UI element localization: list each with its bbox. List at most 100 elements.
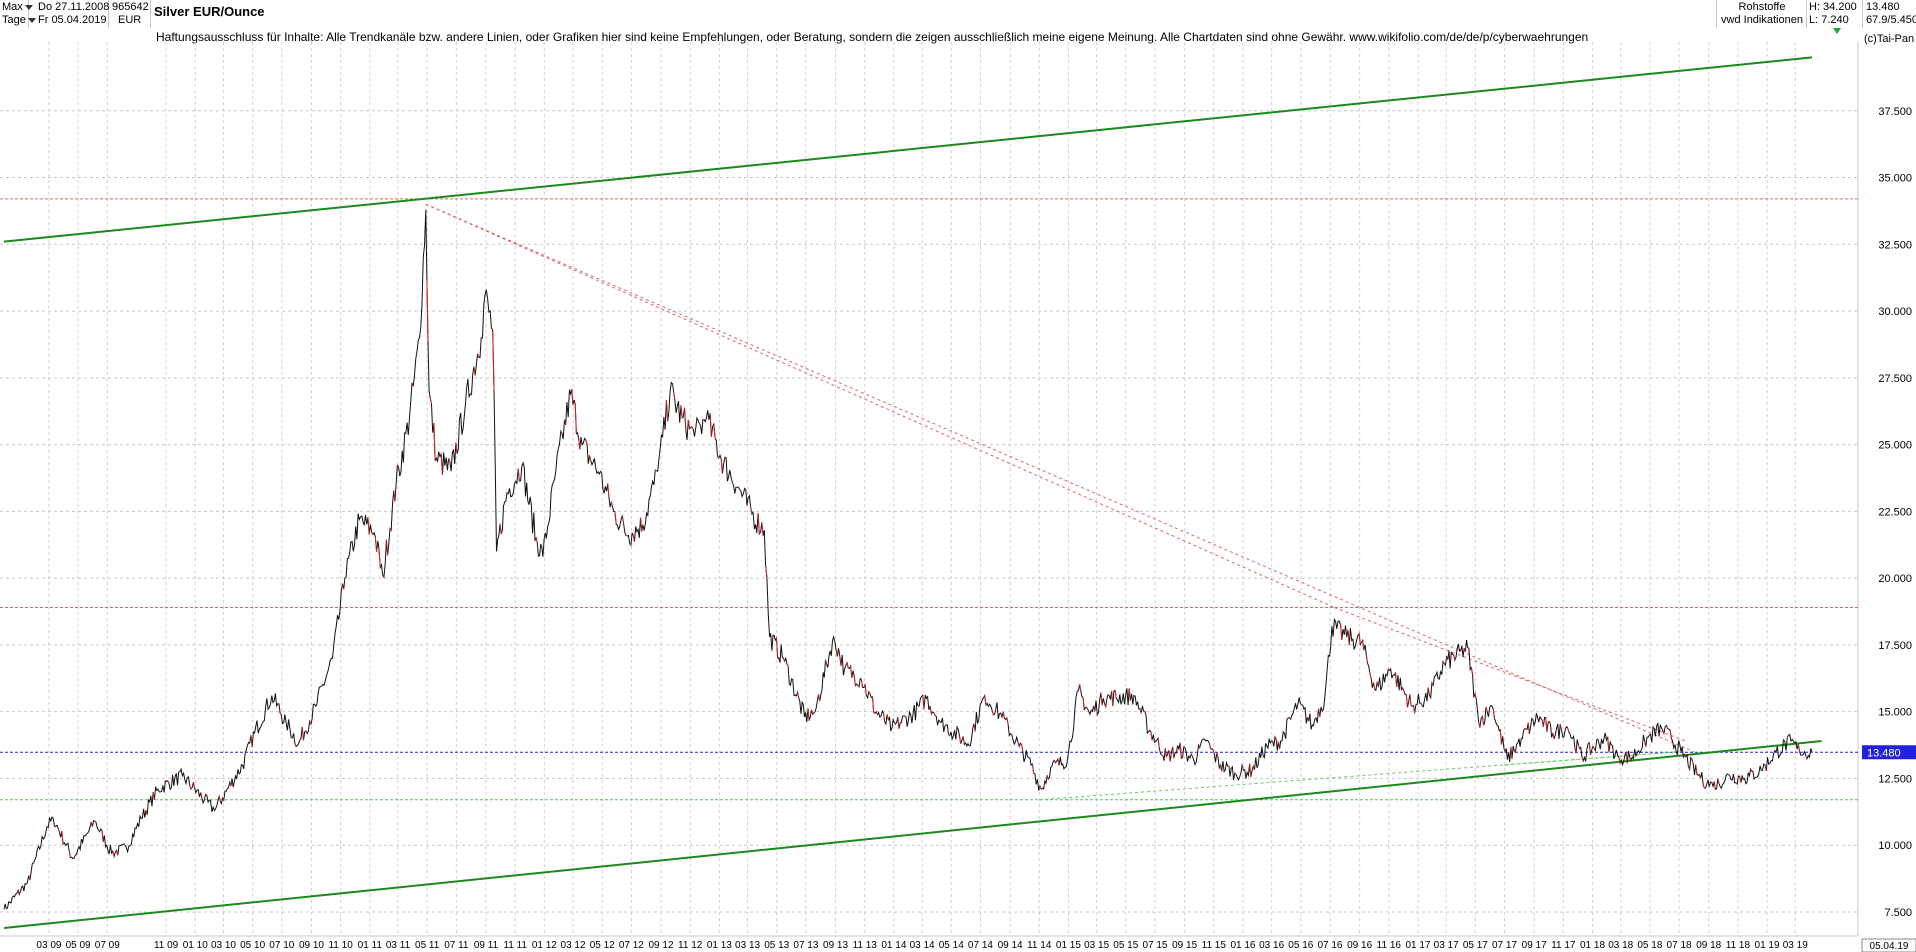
period-controls: Max Tage [0,0,36,28]
category: Rohstoffe [1738,1,1786,13]
last-date-box [1861,938,1916,952]
x-tick-label: 07 11 [444,940,469,951]
x-tick-label: 03 12 [561,940,586,951]
x-tick-label: 01 14 [881,940,906,951]
price-series [3,209,1813,910]
x-tick-label: 03 15 [1084,940,1109,951]
x-tick-label: 05 11 [415,940,440,951]
last-value-label: 13.480 [1867,747,1901,759]
x-tick-label: 05 14 [939,940,964,951]
x-tick-label: 05 15 [1113,940,1138,951]
x-tick-label: 09 17 [1522,940,1547,951]
y-tick-label: 17.500 [1878,640,1912,652]
x-tick-label: 03 10 [211,940,236,951]
x-tick-label: 07 17 [1492,940,1517,951]
last-box: 13.480 67.9/5.450 [1862,0,1916,28]
x-tick-label: 01 13 [707,940,732,951]
x-tick-label: 11 18 [1726,940,1751,951]
x-tick-label: 07 14 [968,940,993,951]
y-tick-label: 12.500 [1878,773,1912,785]
x-tick-label: 05 16 [1288,940,1313,951]
x-tick-label: 11 16 [1377,940,1402,951]
x-tick-label: 01 10 [183,940,208,951]
x-tick-label: 09 12 [649,940,674,951]
y-tick-label: 10.000 [1878,840,1912,852]
trend-line [425,203,1695,753]
chart-title: Silver EUR/Ounce [154,4,265,19]
x-tick-label: 01 17 [1405,940,1430,951]
chart-grid [0,42,1859,937]
x-tick-label: 07 13 [793,940,818,951]
x-tick-label: 01 15 [1056,940,1081,951]
x-tick-label: 05 09 [66,940,91,951]
disclaimer: Haftungsausschluss für Inhalte: Alle Tre… [156,30,1589,44]
date-from: Do 27.11.2008 [38,1,110,13]
x-tick-label: 01 11 [358,940,383,951]
interval-select[interactable]: Tage [2,14,36,27]
x-axis: 03 09 05 09 07 09 11 09 01 10 03 10 05 10 07 10… [36,938,1916,952]
price-line [3,209,1813,910]
x-tick-label: 05 18 [1637,940,1662,951]
y-tick-label: 25.000 [1878,440,1912,452]
instrument-info: 965642 EUR [110,0,151,28]
x-tick-label: 11 15 [1202,940,1227,951]
x-tick-label: 11 12 [678,940,703,951]
y-tick-label: 27.500 [1878,373,1912,385]
x-tick-label: 01 12 [532,940,557,951]
x-tick-label: 07 10 [269,940,294,951]
source: vwd Indikationen [1721,14,1803,26]
x-tick-label: 09 14 [998,940,1023,951]
x-tick-label: 07 16 [1317,940,1342,951]
x-tick-label: 03 17 [1434,940,1459,951]
x-tick-label: 03 13 [735,940,760,951]
x-tick-label: 11 11 [503,940,527,951]
period-select[interactable]: Max [2,1,33,14]
x-tick-label: 05 17 [1463,940,1488,951]
high-low-box: H: 34.200 L: 7.240 [1806,0,1859,28]
x-tick-label: 03 16 [1259,940,1284,951]
y-tick-label: 15.000 [1878,707,1912,719]
x-tick-label: 11 17 [1551,940,1576,951]
period-select-value: Max [2,1,23,13]
x-tick-label: 01 19 [1755,940,1780,951]
y-tick-label: 35.000 [1878,173,1912,185]
y-tick-label: 30.000 [1878,306,1912,318]
x-tick-label: 03 18 [1608,940,1633,951]
x-tick-label: 05 12 [590,940,615,951]
x-tick-label: 09 10 [299,940,324,951]
trend-line [3,56,1813,243]
x-tick-label: 11 14 [1027,940,1052,951]
last-value: 13.480 [1866,1,1900,13]
last-value-box [1862,745,1916,760]
x-tick-label: 03 11 [386,940,411,951]
trend-lines [3,56,1822,929]
change-value: 67.9/5.450 [1866,14,1916,26]
currency: EUR [118,14,142,26]
trend-line [425,203,1335,608]
x-tick-label: 07 18 [1667,940,1692,951]
x-tick-label: 07 12 [619,940,644,951]
trend-line [1334,607,1686,742]
y-tick-label: 37.500 [1878,106,1912,118]
low-value: L: 7.240 [1809,14,1849,26]
price-down-moves [17,279,1808,895]
x-tick-label: 01 16 [1230,940,1255,951]
y-tick-label: 22.500 [1878,506,1912,518]
x-tick-label: 11 10 [328,940,353,951]
x-tick-label: 07 09 [95,940,120,951]
x-tick-label: 09 16 [1347,940,1372,951]
x-tick-label: 11 13 [853,940,878,951]
high-value: H: 34.200 [1809,1,1857,13]
y-tick-label: 32.500 [1878,239,1912,251]
wkn: 965642 [112,1,149,13]
last-date-label: 05.04.19 [1870,941,1909,952]
y-tick-label: 7.500 [1884,907,1912,919]
x-tick-label: 01 18 [1580,940,1605,951]
date-to: Fr 05.04.2019 [38,14,107,26]
x-tick-label: 03 09 [36,940,61,951]
x-tick-label: 07 15 [1142,940,1167,951]
x-tick-label: 05 13 [764,940,789,951]
y-tick-label: 20.000 [1878,573,1912,585]
trend-line [1504,751,1680,766]
